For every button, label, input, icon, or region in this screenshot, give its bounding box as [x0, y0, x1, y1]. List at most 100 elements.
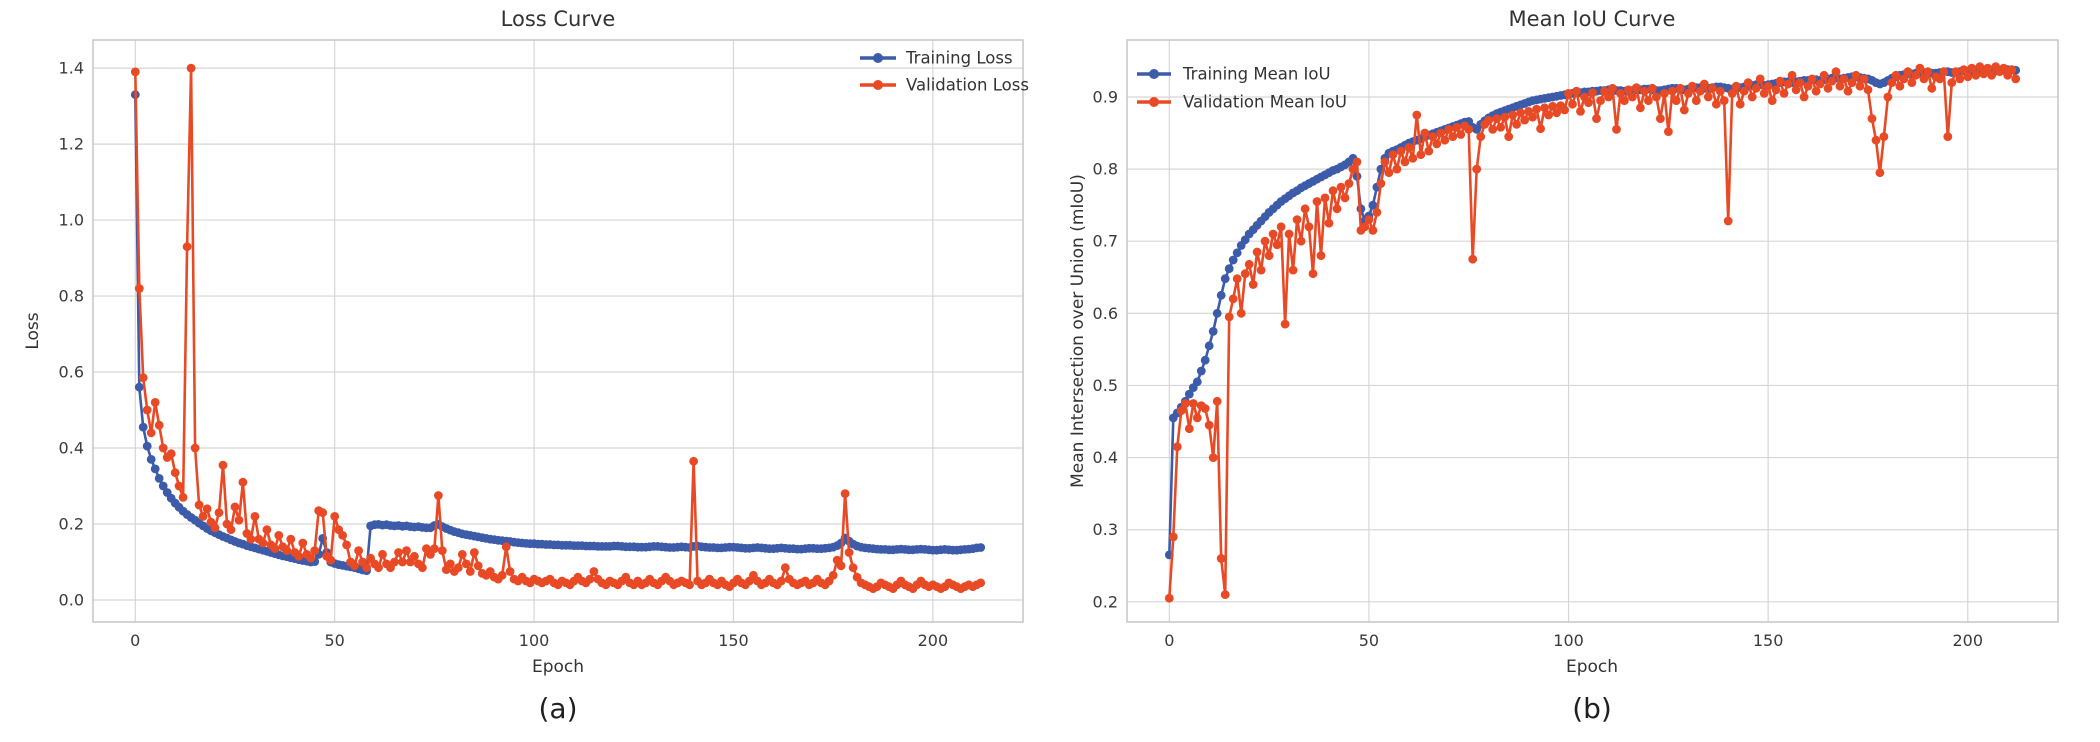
- data-point: [1484, 115, 1494, 125]
- data-point: [134, 284, 144, 293]
- miou-chart: 0 50 100 150 200 0.2 0.3 0.4 0.5 0.6 0.7 0.8 0.9 Trai…: [1068, 7, 2059, 677]
- data-point: [469, 548, 479, 557]
- data-point: [465, 567, 475, 576]
- data-point: [1819, 70, 1829, 80]
- data-point: [1823, 83, 1833, 93]
- data-point: [1164, 593, 1174, 603]
- training-loss-markers: [130, 90, 986, 576]
- data-point: [1196, 366, 1206, 376]
- data-point: [1731, 81, 1741, 91]
- data-point: [1284, 229, 1294, 239]
- data-point: [497, 570, 507, 580]
- data-point: [230, 502, 240, 512]
- data-point: [150, 398, 160, 407]
- data-point: [1168, 532, 1178, 542]
- data-point: [186, 63, 196, 73]
- data-point: [150, 464, 160, 474]
- x-tick-label: 0: [1164, 631, 1174, 650]
- data-point: [1620, 96, 1629, 105]
- data-point: [1192, 413, 1202, 423]
- data-point: [1428, 132, 1438, 142]
- data-point: [1236, 308, 1246, 318]
- data-point: [1935, 74, 1945, 84]
- data-point: [246, 534, 256, 544]
- data-point: [1436, 128, 1446, 138]
- x-tick-label: 200: [1953, 631, 1984, 650]
- data-point: [1787, 70, 1797, 80]
- data-point: [1408, 153, 1418, 163]
- x-tick-label: 150: [1753, 631, 1784, 650]
- y-tick-label: 0.5: [1093, 376, 1118, 395]
- data-point: [1791, 85, 1801, 95]
- data-point: [1783, 79, 1793, 89]
- data-point: [130, 67, 140, 77]
- data-point: [1959, 65, 1969, 74]
- data-point: [1588, 88, 1597, 97]
- legend-label: Validation Loss: [906, 76, 1029, 95]
- data-point: [1172, 442, 1182, 452]
- data-point: [1699, 79, 1709, 89]
- data-point: [1456, 130, 1466, 139]
- data-point: [1404, 143, 1414, 152]
- data-point: [1424, 146, 1434, 156]
- loss-chart-title: Loss Curve: [501, 7, 616, 31]
- data-point: [154, 420, 164, 430]
- data-point: [1636, 103, 1645, 113]
- data-point: [1344, 179, 1354, 188]
- data-point: [1739, 86, 1749, 96]
- data-point: [1851, 70, 1861, 80]
- data-point: [461, 559, 471, 569]
- data-point: [1188, 399, 1198, 408]
- data-point: [1907, 78, 1917, 87]
- data-point: [1927, 83, 1937, 93]
- data-point: [1232, 274, 1242, 284]
- data-point: [198, 512, 208, 521]
- legend: Training Mean IoU Validation Mean IoU: [1137, 65, 1347, 112]
- data-point: [1304, 222, 1314, 232]
- data-point: [1244, 259, 1254, 269]
- data-point: [1176, 406, 1186, 416]
- data-point: [1891, 70, 1901, 80]
- data-point: [1983, 63, 1993, 73]
- data-point: [194, 500, 204, 510]
- data-point: [1200, 355, 1210, 365]
- x-tick-label: 0: [130, 631, 140, 650]
- data-point: [1879, 132, 1889, 142]
- data-point: [1192, 377, 1202, 387]
- data-point: [1476, 132, 1486, 142]
- data-point: [134, 382, 144, 392]
- data-point: [1875, 168, 1885, 178]
- data-point: [1911, 70, 1921, 80]
- data-point: [1719, 96, 1729, 105]
- data-point: [1224, 264, 1234, 273]
- data-point: [1903, 67, 1913, 77]
- data-point: [1260, 236, 1270, 246]
- data-point: [1444, 124, 1454, 134]
- data-point: [1520, 115, 1529, 125]
- data-point: [828, 570, 838, 580]
- data-point: [270, 544, 280, 554]
- data-point: [1500, 112, 1510, 122]
- data-point: [1915, 63, 1925, 73]
- data-point: [1388, 150, 1398, 160]
- plot-border: [92, 39, 1024, 623]
- data-point: [1472, 164, 1482, 174]
- y-tick-label: 0.4: [1093, 448, 1118, 467]
- data-point: [505, 567, 515, 576]
- miou-yaxis-label: Mean Intersection over Union (mIoU): [1068, 174, 1088, 488]
- data-point: [1608, 83, 1617, 93]
- data-point: [1400, 157, 1410, 167]
- data-point: [1452, 122, 1462, 132]
- data-point: [1628, 92, 1637, 102]
- data-point: [1224, 312, 1234, 322]
- data-point: [430, 544, 439, 554]
- data-point: [1268, 229, 1278, 239]
- legend-marker: [873, 53, 883, 63]
- data-point: [294, 551, 304, 561]
- data-point: [1827, 76, 1837, 86]
- data-point: [1248, 280, 1258, 289]
- legend: Training Loss Validation Loss: [860, 49, 1029, 95]
- legend-label: Training Loss: [905, 49, 1013, 68]
- validation-loss-markers: [130, 63, 986, 593]
- data-point: [1667, 86, 1677, 96]
